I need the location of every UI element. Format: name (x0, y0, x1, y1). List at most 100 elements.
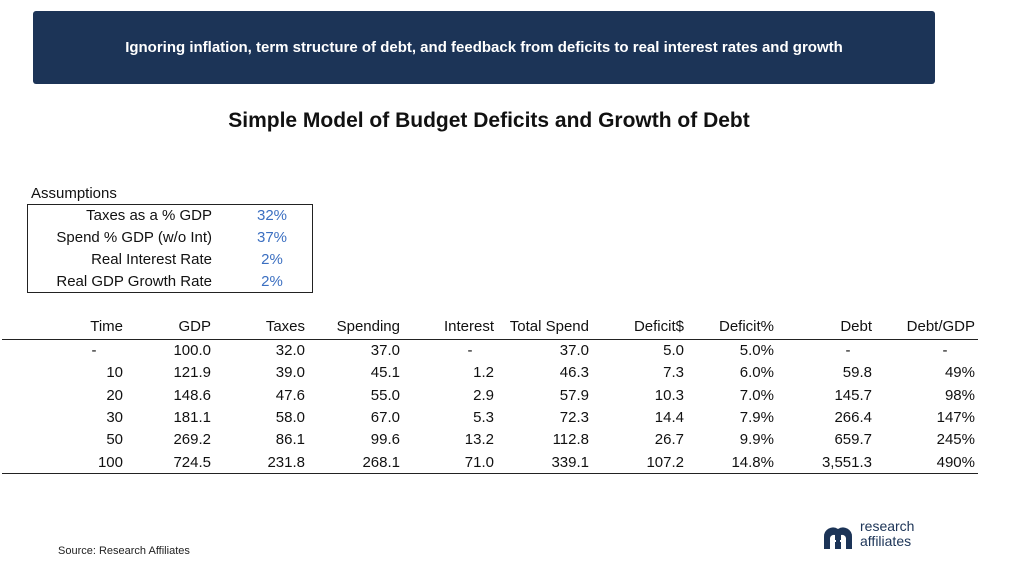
table-cell: 6.0% (739, 364, 774, 382)
table-cell: 100.0 (173, 342, 211, 359)
table-cell: 268.1 (362, 453, 400, 471)
column-header: Spending (336, 318, 400, 335)
table-cell: 100 (97, 453, 123, 471)
column-header: Interest (443, 318, 494, 335)
table-cell: 339.1 (551, 453, 589, 471)
table-cell: 147% (936, 408, 975, 426)
table-cell: 55.0 (370, 386, 400, 404)
table-cell: 112.8 (552, 431, 589, 449)
table-cell: 3,551.3 (821, 453, 872, 471)
table-cell: 7.3 (663, 364, 684, 382)
table-cell: 148.6 (173, 386, 211, 404)
table-cell: 10.3 (654, 386, 684, 404)
table-cell: 45.1 (370, 364, 400, 382)
logo-mark-icon (823, 527, 853, 549)
column-header: Deficit% (718, 318, 774, 335)
assumption-label: Real Interest Rate (91, 251, 212, 268)
table-cell: 57.9 (559, 386, 589, 404)
table-row: 10 121.9 39.0 45.1 1.2 46.3 7.3 6.0% 59.8 49% (0, 362, 1023, 384)
table-header-row: Time GDP Taxes Spending Interest Total Spend D… (0, 316, 1023, 338)
table-cell: 39.0 (275, 364, 305, 382)
table-cell: 181.1 (173, 408, 211, 426)
table-cell: 266.4 (834, 408, 872, 426)
column-header: Time (90, 318, 123, 335)
banner-text: Ignoring inflation, term structure of de… (125, 39, 843, 56)
column-header: Total Spend (509, 318, 589, 335)
assumption-label: Spend % GDP (w/o Int) (56, 229, 212, 246)
table-cell: 67.0 (370, 408, 400, 426)
table-cell: 231.8 (267, 453, 305, 471)
table-cell: 49% (944, 364, 975, 382)
table-bottom-rule (2, 473, 978, 474)
table-cell: 30 (106, 408, 123, 426)
assumption-row: Spend % GDP (w/o Int) 37% (28, 227, 314, 249)
table-cell: 490% (936, 453, 975, 471)
table-row: - 100.0 32.0 37.0 - 37.0 5.0 5.0% - - (0, 340, 1023, 362)
page-title: Simple Model of Budget Deficits and Grow… (228, 109, 750, 132)
table-cell: - (942, 342, 948, 359)
assumption-label: Real GDP Growth Rate (56, 273, 212, 290)
research-affiliates-logo: research affiliates (822, 519, 942, 555)
logo-line-2: affiliates (860, 533, 912, 549)
assumption-row: Real GDP Growth Rate 2% (28, 271, 314, 293)
table-cell: 5.0 (663, 342, 684, 359)
assumptions-label: Assumptions (31, 185, 117, 202)
table-cell: 99.6 (370, 431, 400, 449)
table-cell: 14.8% (731, 453, 774, 471)
table-cell: 7.9% (739, 408, 774, 426)
assumption-label: Taxes as a % GDP (86, 207, 212, 224)
table-cell: 47.6 (275, 386, 305, 404)
table-cell: 32.0 (275, 342, 305, 359)
table-cell: - (467, 342, 473, 359)
column-header: Debt/GDP (906, 318, 975, 335)
table-cell: 724.5 (173, 453, 211, 471)
table-row: 20 148.6 47.6 55.0 2.9 57.9 10.3 7.0% 145.7 98% (0, 385, 1023, 407)
table-row: 100 724.5 231.8 268.1 71.0 339.1 107.2 14.8% 3,5… (0, 452, 1023, 474)
table-cell: 9.9% (739, 431, 774, 449)
table-row: 50 269.2 86.1 99.6 13.2 112.8 26.7 9.9% 659.7 245… (0, 429, 1023, 451)
table-cell: 37.0 (370, 342, 400, 359)
table-cell: 10 (106, 364, 123, 382)
table-cell: 71.0 (464, 453, 494, 471)
table-cell: 269.2 (173, 431, 211, 449)
source-note: Source: Research Affiliates (58, 545, 190, 557)
header-divider (2, 339, 978, 340)
table-cell: 37.0 (559, 342, 589, 359)
table-cell: 58.0 (275, 408, 305, 426)
table-cell: - (91, 342, 97, 359)
table-cell: - (845, 342, 851, 359)
logo-line-1: research (860, 518, 915, 534)
table-cell: 59.8 (842, 364, 872, 382)
table-row: 30 181.1 58.0 67.0 5.3 72.3 14.4 7.9% 266.4 147% (0, 407, 1023, 429)
header-banner: Ignoring inflation, term structure of de… (33, 11, 935, 84)
assumption-row: Real Interest Rate 2% (28, 249, 314, 271)
column-header: Deficit$ (633, 318, 684, 335)
assumption-row: Taxes as a % GDP 32% (28, 205, 314, 227)
assumption-value: 2% (261, 273, 283, 290)
table-cell: 72.3 (559, 408, 589, 426)
table-cell: 2.9 (473, 386, 494, 404)
assumption-value: 37% (256, 229, 288, 246)
column-header: Debt (840, 318, 872, 335)
column-header: GDP (178, 318, 211, 335)
table-cell: 7.0% (739, 386, 774, 404)
table-cell: 145.7 (834, 386, 872, 404)
column-header: Taxes (265, 318, 305, 335)
table-cell: 46.3 (559, 364, 589, 382)
table-cell: 5.0% (739, 342, 774, 359)
table-cell: 86.1 (275, 431, 305, 449)
table-cell: 13.2 (464, 431, 494, 449)
table-cell: 14.4 (654, 408, 684, 426)
assumptions-box: Taxes as a % GDP 32% Spend % GDP (w/o In… (27, 204, 313, 293)
table-cell: 245% (936, 431, 975, 449)
table-cell: 20 (106, 386, 123, 404)
assumption-value: 32% (256, 207, 288, 224)
table-cell: 659.7 (834, 431, 872, 449)
logo-text: research affiliates (860, 519, 914, 549)
table-cell: 26.7 (654, 431, 684, 449)
assumption-value: 2% (261, 251, 283, 268)
table-cell: 98% (944, 386, 975, 404)
table-cell: 107.2 (646, 453, 684, 471)
table-cell: 5.3 (473, 408, 494, 426)
table-cell: 121.9 (173, 364, 211, 382)
